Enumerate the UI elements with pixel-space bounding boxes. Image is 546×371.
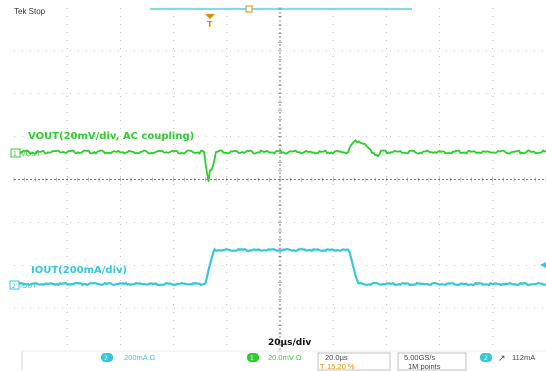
ch1-scale-readout[interactable]: 1 20.0mV Ω [247, 353, 302, 362]
horizontal-readout[interactable]: 20.0µs T 15.20 % [317, 352, 391, 371]
trigger-channel-text: 2 [484, 355, 488, 362]
acquisition-status: Tek Stop [14, 7, 46, 16]
trigger-level-text: 112mA [512, 353, 535, 362]
status-bar: 2 200mA Ω 1 20.0mV Ω 20.0µs T 15.20 % 5.… [21, 350, 546, 371]
record-position-bar [150, 5, 412, 13]
svg-text:T: T [319, 363, 325, 371]
ch2-ground-marker-icon[interactable]: 2 IOUT [9, 280, 37, 290]
record-length-text: 1M points [408, 362, 441, 371]
svg-text:T: T [207, 20, 213, 29]
trigger-t-icon[interactable]: T [205, 14, 215, 29]
ch2-waveform [17, 247, 546, 287]
trigger-position-text: 15.20 % [327, 362, 355, 371]
trigger-level-arrow-icon[interactable] [540, 262, 546, 268]
sample-rate-text: 5.00GS/s [404, 353, 436, 362]
trigger-readout[interactable]: 2 ↗ 112mA [480, 353, 535, 363]
trigger-slope-icon: ↗ [498, 353, 506, 363]
ch2-marker-label: IOUT [20, 283, 37, 290]
horizontal-scale-text: 20.0µs [325, 353, 348, 362]
svg-text:2: 2 [104, 355, 108, 362]
graticule [13, 7, 546, 352]
ch1-ground-marker-icon[interactable]: 1 VOUT [10, 148, 41, 158]
timebase-label: 20µs/div [268, 338, 311, 348]
ch1-label: VOUT(20mV/div, AC coupling) [28, 131, 194, 142]
acquisition-readout[interactable]: 5.00GS/s 1M points [397, 352, 467, 371]
ch2-scale-text: 200mA Ω [124, 353, 155, 362]
ch1-scale-text: 20.0mV Ω [268, 353, 302, 362]
ch1-waveform [17, 139, 546, 183]
svg-text:1: 1 [250, 355, 254, 362]
svg-text:1: 1 [13, 151, 17, 158]
ch2-scale-readout[interactable]: 2 200mA Ω [101, 353, 155, 362]
ch2-label: IOUT(200mA/div) [31, 265, 127, 276]
ch1-marker-label: VOUT [21, 151, 41, 158]
svg-text:2: 2 [12, 283, 16, 290]
